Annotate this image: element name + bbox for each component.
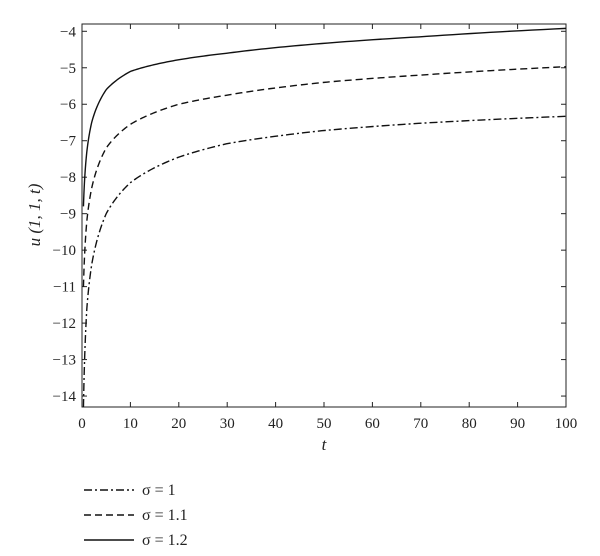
x-tick-label: 80 bbox=[462, 416, 477, 432]
x-tick-label: 10 bbox=[123, 416, 138, 432]
legend-label: σ = 1.1 bbox=[142, 507, 188, 524]
x-tick-label: 60 bbox=[365, 416, 380, 432]
y-tick-label: −13 bbox=[53, 353, 76, 369]
x-tick-label: 30 bbox=[220, 416, 235, 432]
y-axis-label: u (1, 1, t) bbox=[25, 183, 44, 246]
plot-frame bbox=[81, 23, 567, 408]
x-tick-label: 0 bbox=[78, 416, 86, 432]
series-line bbox=[82, 65, 567, 287]
x-axis-ticks: 0 10 20 30 40 50 60 70 80 90 100 bbox=[78, 24, 577, 432]
x-tick-label: 50 bbox=[317, 416, 332, 432]
y-tick-label: −11 bbox=[53, 280, 76, 296]
series-line bbox=[82, 27, 567, 207]
legend-label: σ = 1 bbox=[142, 482, 176, 499]
y-tick-label: −9 bbox=[60, 207, 76, 223]
y-tick-label: −7 bbox=[60, 134, 76, 150]
x-tick-label: 20 bbox=[171, 416, 186, 432]
legend: σ = 1 σ = 1.1 σ = 1.2 bbox=[84, 482, 188, 549]
x-tick-label: 70 bbox=[413, 416, 428, 432]
x-axis-label: t bbox=[322, 435, 328, 454]
y-tick-label: −4 bbox=[60, 24, 76, 40]
y-tick-label: −10 bbox=[53, 243, 76, 259]
y-tick-label: −8 bbox=[60, 170, 76, 186]
y-tick-label: −5 bbox=[60, 61, 76, 77]
x-tick-label: 40 bbox=[268, 416, 283, 432]
x-tick-label: 90 bbox=[510, 416, 525, 432]
x-tick-label: 100 bbox=[555, 416, 578, 432]
y-tick-label: −6 bbox=[60, 97, 76, 113]
series-line bbox=[82, 115, 567, 408]
y-tick-label: −12 bbox=[53, 316, 76, 332]
y-tick-label: −14 bbox=[53, 389, 77, 405]
y-axis-ticks: −4 −5 −6 −7 −8 −9 −10 −11 −12 −13 −14 bbox=[53, 24, 566, 405]
legend-label: σ = 1.2 bbox=[142, 532, 188, 549]
series-lines bbox=[82, 27, 567, 408]
